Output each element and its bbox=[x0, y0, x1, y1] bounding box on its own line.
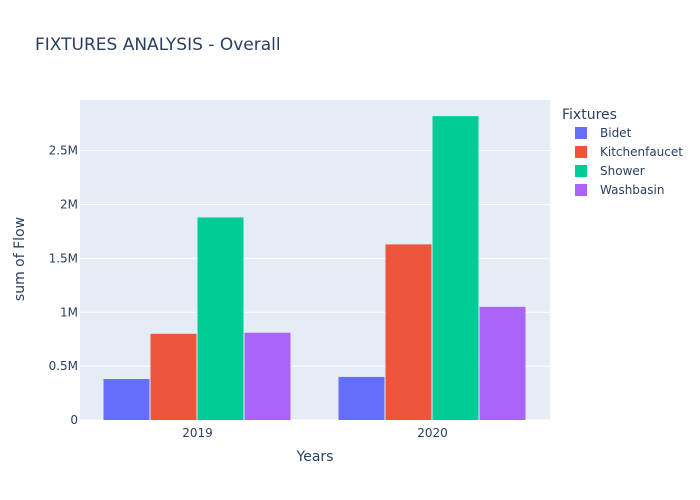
x-axis-label: Years bbox=[296, 449, 334, 465]
legend-swatch-shower[interactable] bbox=[575, 165, 587, 177]
y-tick-label: 0.5M bbox=[49, 359, 78, 373]
bar-washbasin-2020[interactable] bbox=[479, 306, 526, 420]
bar-shower-2019[interactable] bbox=[197, 217, 244, 420]
y-tick-label: 1.5M bbox=[49, 251, 78, 265]
bar-bidet-2019[interactable] bbox=[103, 379, 150, 420]
legend-label-shower[interactable]: Shower bbox=[600, 164, 645, 178]
legend-swatch-bidet[interactable] bbox=[575, 127, 587, 139]
legend: Fixtures Bidet Kitchenfaucet Shower Washbas… bbox=[562, 107, 683, 197]
legend-swatch-kitchenfaucet[interactable] bbox=[575, 146, 587, 158]
legend-title: Fixtures bbox=[562, 107, 617, 123]
y-tick-label: 1M bbox=[60, 305, 78, 319]
legend-label-kitchenfaucet[interactable]: Kitchenfaucet bbox=[600, 145, 683, 159]
y-tick-label: 2M bbox=[60, 198, 78, 212]
x-tick-label: 2020 bbox=[417, 426, 448, 440]
chart-title: FIXTURES ANALYSIS - Overall bbox=[35, 35, 281, 55]
bar-shower-2020[interactable] bbox=[432, 116, 479, 420]
bar-kitchenfaucet-2019[interactable] bbox=[150, 333, 197, 420]
x-tick-label: 2019 bbox=[182, 426, 213, 440]
y-axis-label: sum of Flow bbox=[12, 217, 28, 301]
y-axis-ticks: 0 0.5M 1M 1.5M 2M 2.5M bbox=[49, 144, 78, 427]
bar-kitchenfaucet-2020[interactable] bbox=[385, 244, 432, 420]
bars bbox=[103, 116, 526, 420]
x-axis-ticks: 2019 2020 bbox=[182, 426, 448, 440]
bar-washbasin-2019[interactable] bbox=[244, 332, 291, 420]
y-tick-label: 2.5M bbox=[49, 144, 78, 158]
y-tick-label: 0 bbox=[70, 413, 78, 427]
bar-bidet-2020[interactable] bbox=[338, 376, 385, 420]
legend-label-washbasin[interactable]: Washbasin bbox=[600, 183, 664, 197]
legend-label-bidet[interactable]: Bidet bbox=[600, 126, 632, 140]
legend-swatch-washbasin[interactable] bbox=[575, 184, 587, 196]
